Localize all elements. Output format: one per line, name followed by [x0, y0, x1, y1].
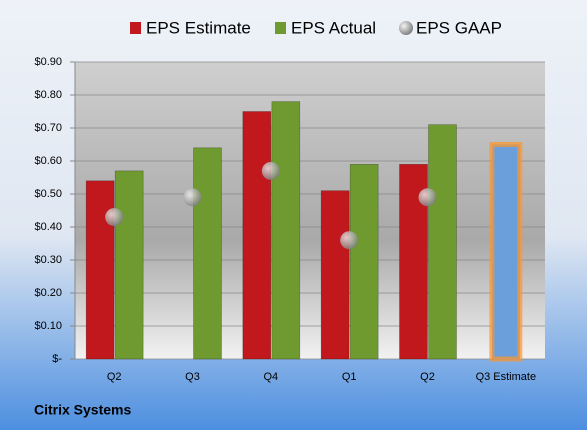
y-tick-label: $0.50 — [34, 188, 62, 200]
gaap-marker — [261, 161, 280, 180]
y-tick-label: $0.30 — [34, 254, 62, 266]
legend-swatch — [130, 22, 141, 34]
gaap-marker — [340, 231, 359, 250]
bar — [271, 101, 301, 360]
bar — [242, 111, 272, 360]
bar — [85, 180, 115, 360]
bar — [489, 142, 523, 362]
y-tick-label: $- — [52, 353, 62, 365]
x-tick-label: Q3 Estimate — [476, 371, 537, 383]
gaap-marker — [105, 208, 124, 227]
y-tick-label: $0.90 — [34, 56, 62, 68]
legend-swatch — [399, 21, 413, 35]
y-tick-label: $0.70 — [34, 122, 62, 134]
y-tick-label: $0.10 — [34, 320, 62, 332]
y-tick-label: $0.60 — [34, 155, 62, 167]
bar — [114, 170, 144, 360]
bar — [428, 124, 457, 360]
bar — [320, 190, 350, 360]
legend-swatch — [275, 22, 286, 34]
gaap-marker — [418, 188, 437, 207]
legend-label: EPS GAAP — [416, 18, 502, 37]
x-tick-label: Q2 — [107, 371, 122, 383]
x-tick-label: Q1 — [342, 371, 357, 383]
legend-label: EPS Estimate — [146, 18, 251, 37]
x-tick-label: Q4 — [263, 371, 278, 383]
gaap-marker — [183, 188, 202, 207]
x-tick-label: Q3 — [185, 371, 200, 383]
legend-label: EPS Actual — [291, 18, 376, 37]
bar — [193, 147, 222, 360]
bar — [349, 164, 379, 360]
plot-area — [75, 62, 545, 359]
y-tick-label: $0.80 — [34, 89, 62, 101]
x-tick-label: Q2 — [420, 371, 435, 383]
y-tick-label: $0.20 — [34, 287, 62, 299]
y-tick-label: $0.40 — [34, 221, 62, 233]
chart-title: Citrix Systems — [34, 402, 131, 418]
